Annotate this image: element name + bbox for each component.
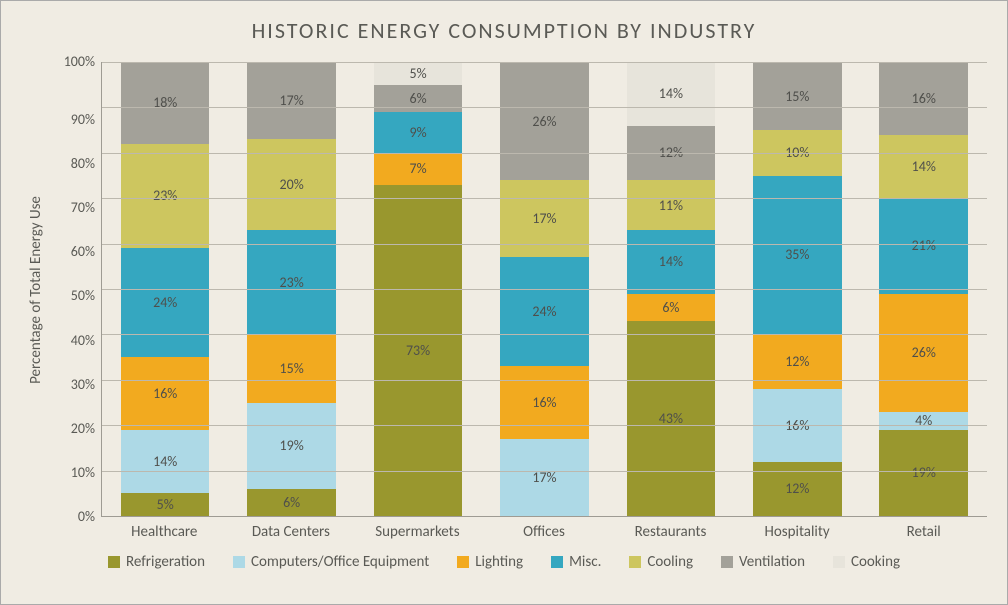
bar-segment: 11% (627, 180, 716, 230)
bar-segment: 14% (121, 430, 210, 494)
bar-segment: 18% (121, 62, 210, 144)
legend-item: Computers/Office Equipment (233, 553, 429, 571)
bar-segment: 17% (247, 62, 336, 139)
y-tick-label: 100% (64, 55, 95, 69)
y-tick-label: 60% (71, 245, 95, 259)
bar-segment: 23% (247, 230, 336, 334)
legend-item: Refrigeration (108, 553, 205, 571)
y-tick-label: 70% (71, 201, 95, 215)
bar-segment: 15% (753, 62, 842, 130)
legend-item: Misc. (551, 553, 601, 571)
legend-label: Cooling (647, 553, 693, 571)
bar-segment: 7% (374, 153, 463, 185)
y-tick-label: 50% (71, 289, 95, 303)
legend: Refrigeration Computers/Office Equipment L… (21, 553, 987, 571)
x-tick-label: Hospitality (753, 523, 842, 541)
bar-segment: 16% (879, 62, 968, 135)
legend-label: Ventilation (739, 553, 805, 571)
plot-area: Percentage of Total Energy Use 100%90%80… (21, 62, 987, 517)
bar-segment: 21% (879, 198, 968, 293)
bar-segment: 73% (374, 185, 463, 516)
bar-segment: 26% (500, 62, 589, 180)
y-tick-label: 0% (78, 510, 95, 524)
legend-swatch (551, 556, 563, 568)
gridline (102, 244, 987, 245)
gridline (102, 334, 987, 335)
legend-item: Cooling (629, 553, 693, 571)
x-tick-label: Healthcare (120, 523, 209, 541)
legend-swatch (233, 556, 245, 568)
legend-label: Refrigeration (126, 553, 205, 571)
legend-swatch (833, 556, 845, 568)
bar-segment: 17% (500, 439, 589, 516)
bar-segment: 6% (247, 489, 336, 516)
y-axis-ticks: 100%90%80%70%60%50%40%30%20%10%0% (51, 62, 101, 517)
gridline (102, 289, 987, 290)
gridline (102, 425, 987, 426)
gridline (102, 471, 987, 472)
y-tick-label: 30% (71, 378, 95, 392)
x-tick-label: Data Centers (247, 523, 336, 541)
legend-swatch (457, 556, 469, 568)
y-tick-label: 80% (71, 157, 95, 171)
gridline (102, 198, 987, 199)
legend-label: Lighting (475, 553, 523, 571)
x-tick-label: Retail (879, 523, 968, 541)
legend-item: Cooking (833, 553, 900, 571)
bar-segment: 15% (247, 334, 336, 402)
grid: 5%14%16%24%23%18%6%19%15%23%20%17%73%7%9… (101, 62, 987, 517)
legend-swatch (108, 556, 120, 568)
chart-title: HISTORIC ENERGY CONSUMPTION BY INDUSTRY (21, 17, 987, 44)
x-tick-label: Supermarkets (373, 523, 462, 541)
gridline (102, 380, 987, 381)
legend-item: Lighting (457, 553, 523, 571)
bar-segment: 5% (374, 62, 463, 85)
bar-segment: 14% (627, 230, 716, 294)
legend-label: Misc. (569, 553, 601, 571)
x-axis: Healthcare Data Centers Supermarkets Office… (101, 517, 987, 541)
bar-segment: 35% (753, 176, 842, 335)
bar-segment: 24% (121, 248, 210, 357)
x-tick-label: Restaurants (626, 523, 715, 541)
bar-segment: 17% (500, 180, 589, 257)
bar-segment: 26% (879, 294, 968, 412)
legend-swatch (629, 556, 641, 568)
bar-segment: 16% (500, 366, 589, 439)
legend-swatch (721, 556, 733, 568)
gridline (102, 62, 987, 63)
y-tick-label: 20% (71, 422, 95, 436)
y-tick-label: 40% (71, 334, 95, 348)
legend-label: Computers/Office Equipment (251, 553, 429, 571)
bar-segment: 16% (121, 357, 210, 430)
bar-segment: 14% (627, 62, 716, 126)
y-axis-label: Percentage of Total Energy Use (27, 196, 45, 384)
y-axis-label-wrap: Percentage of Total Energy Use (21, 62, 51, 517)
legend-label: Cooking (851, 553, 900, 571)
bar-segment: 6% (627, 294, 716, 321)
bar-segment: 4% (879, 412, 968, 430)
gridline (102, 107, 987, 108)
bar-segment: 43% (627, 321, 716, 516)
bar-segment: 14% (879, 135, 968, 199)
y-tick-label: 90% (71, 113, 95, 127)
bar-segment: 5% (121, 493, 210, 516)
bar-segment: 24% (500, 257, 589, 366)
chart-container: HISTORIC ENERGY CONSUMPTION BY INDUSTRY … (0, 0, 1008, 605)
bar-segment: 19% (247, 403, 336, 489)
bar-segment: 19% (879, 430, 968, 516)
x-tick-label: Offices (500, 523, 589, 541)
bar-segment: 9% (374, 112, 463, 153)
legend-item: Ventilation (721, 553, 805, 571)
bar-segment: 23% (121, 144, 210, 248)
y-tick-label: 10% (71, 466, 95, 480)
gridline (102, 153, 987, 154)
